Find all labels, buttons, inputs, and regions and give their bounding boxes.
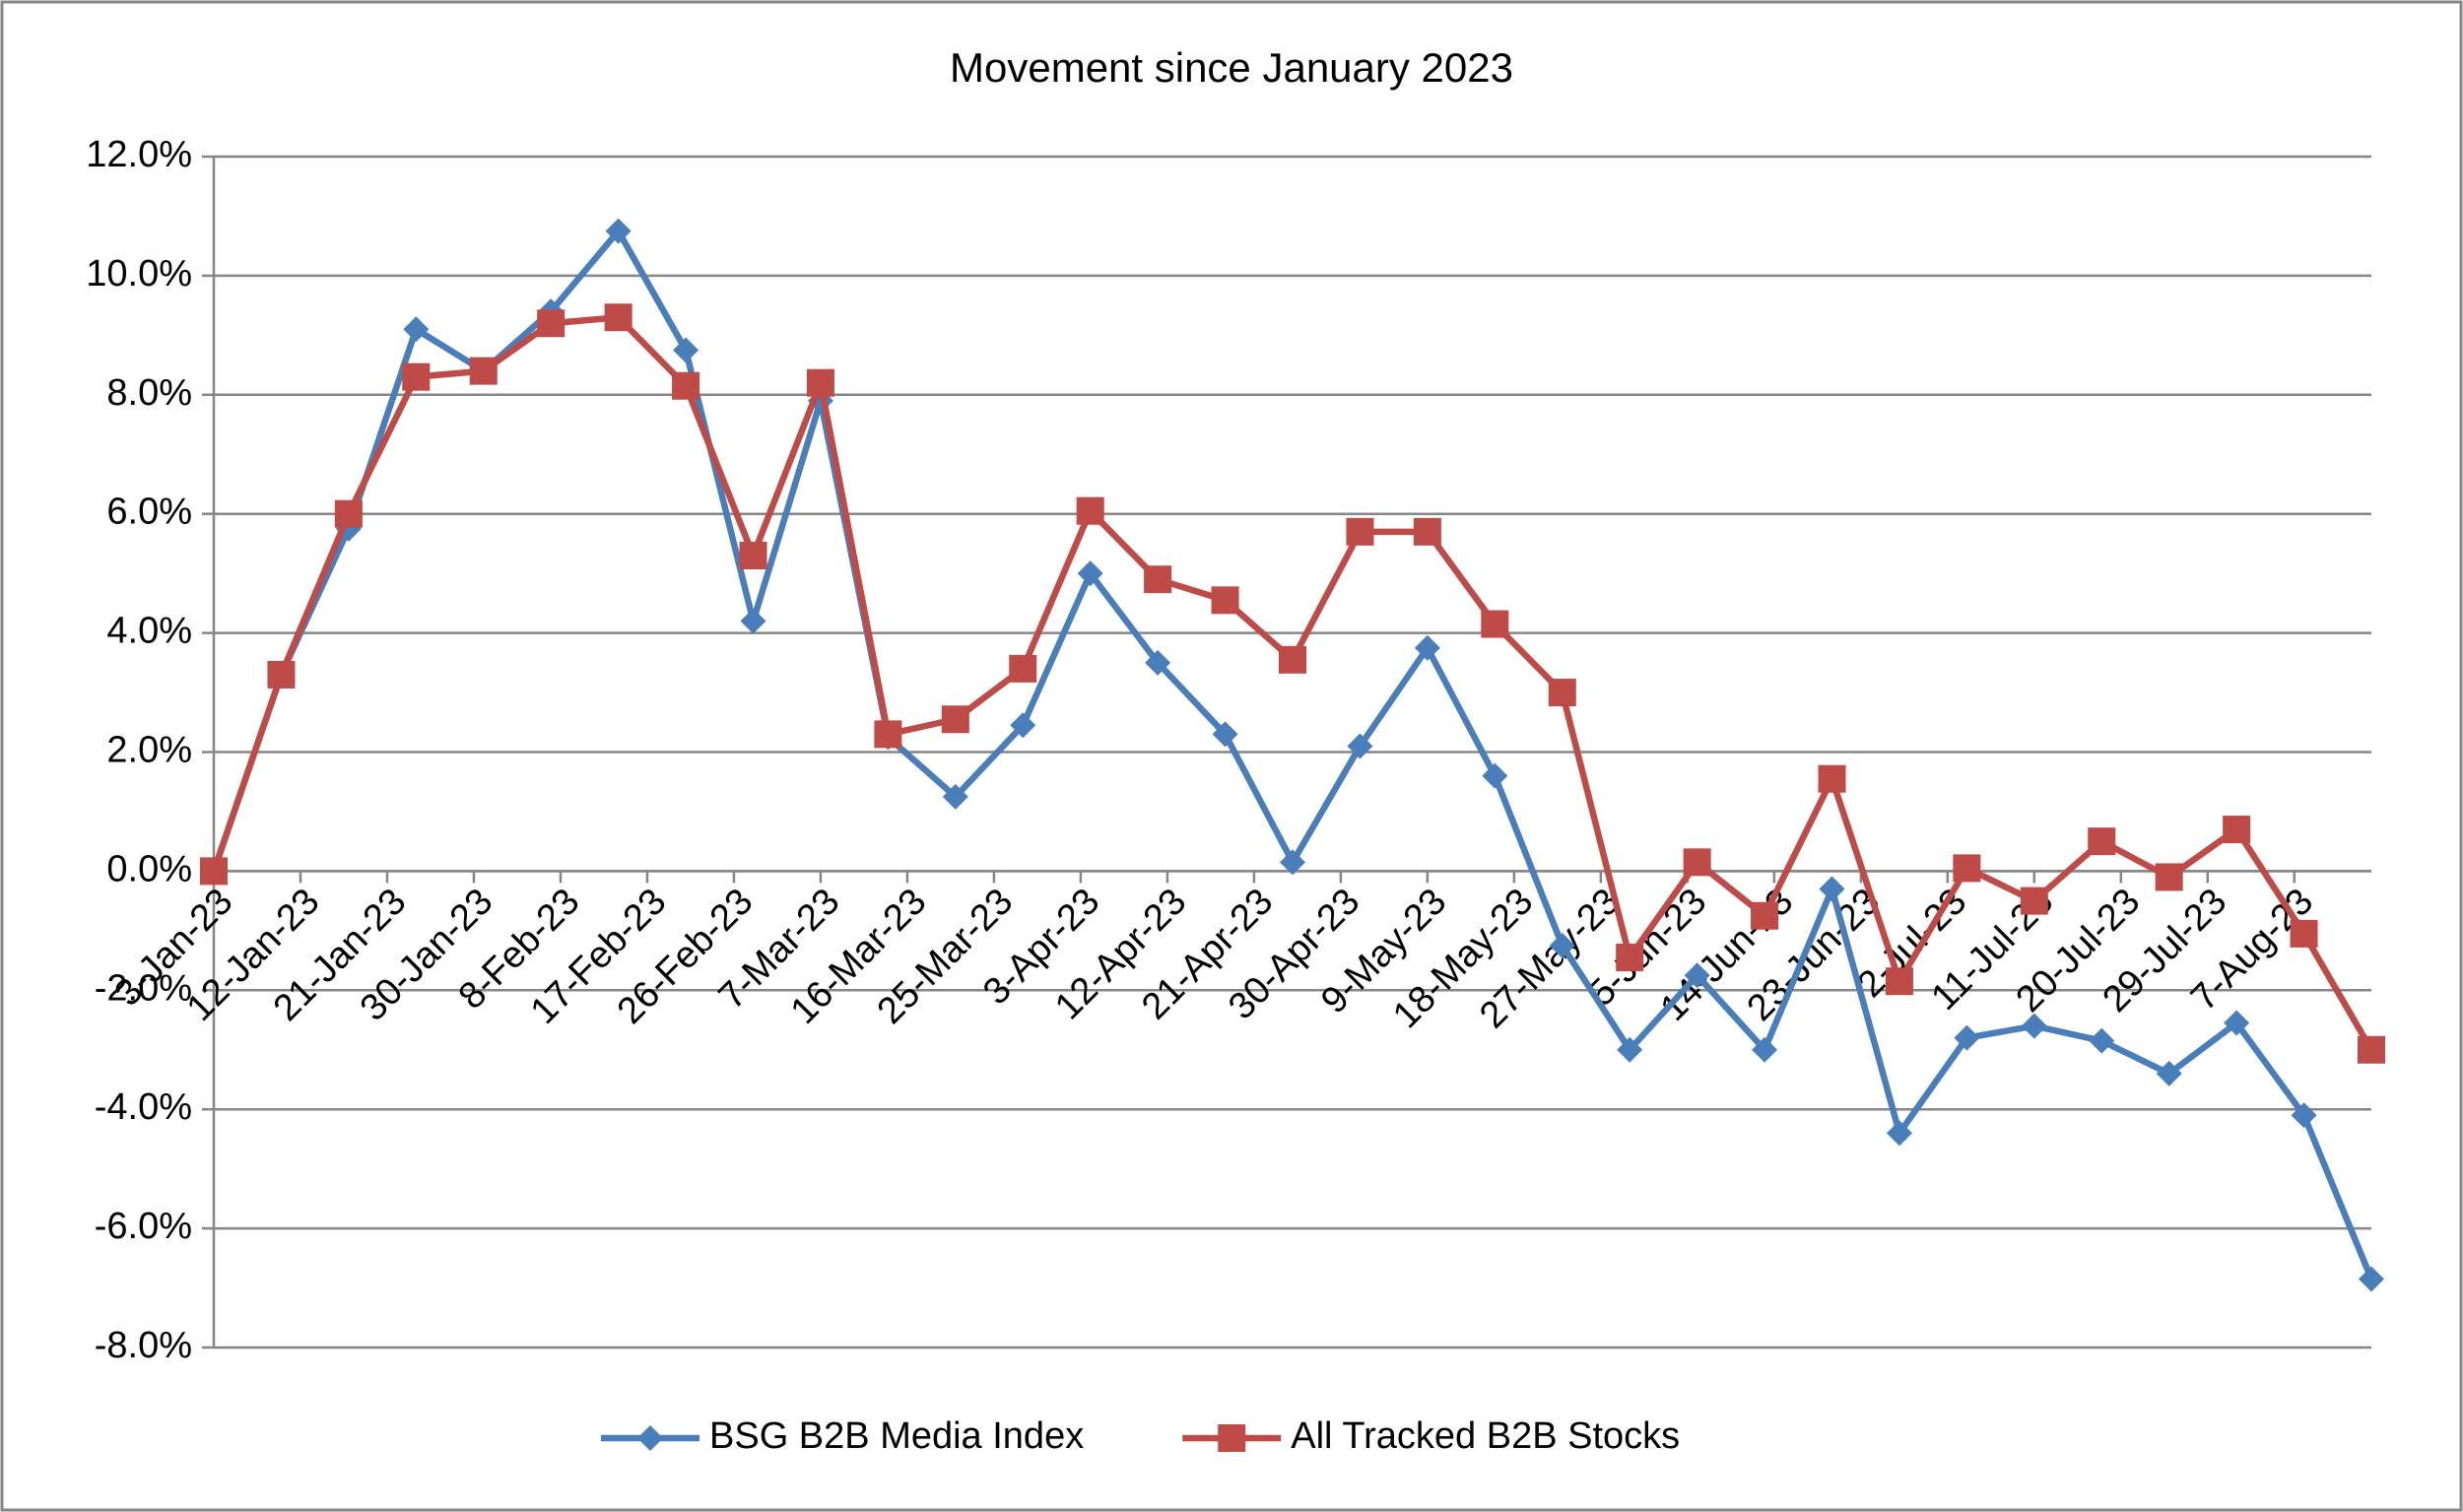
- legend-label: All Tracked B2B Stocks: [1291, 1415, 1680, 1457]
- marker: [941, 705, 969, 734]
- marker: [1009, 654, 1037, 683]
- marker: [2359, 1266, 2384, 1292]
- marker: [334, 499, 363, 528]
- marker: [740, 608, 766, 634]
- marker: [2089, 1027, 2115, 1054]
- marker: [806, 368, 834, 397]
- marker: [402, 362, 431, 391]
- marker: [1347, 733, 1373, 759]
- marker: [1684, 962, 1710, 989]
- marker: [1751, 901, 1779, 930]
- marker: [1145, 649, 1171, 676]
- marker: [2291, 1102, 2317, 1129]
- marker: [1144, 565, 1172, 594]
- marker: [2088, 827, 2116, 856]
- y-tick-label: -2.0%: [95, 967, 192, 1009]
- y-tick-label: -4.0%: [95, 1086, 192, 1128]
- marker: [267, 660, 296, 689]
- marker: [1077, 560, 1103, 587]
- y-tick-label: 4.0%: [106, 611, 192, 652]
- marker: [2290, 919, 2318, 948]
- marker: [1954, 1024, 1980, 1051]
- y-tick-label: 0.0%: [106, 848, 192, 889]
- marker: [2358, 1035, 2385, 1064]
- legend-label: BSG B2B Media Index: [709, 1415, 1084, 1457]
- marker: [1548, 679, 1576, 707]
- y-tick-label: -8.0%: [95, 1325, 192, 1366]
- marker: [1414, 634, 1440, 661]
- marker: [604, 303, 632, 332]
- marker: [1819, 876, 1845, 902]
- marker: [403, 316, 430, 343]
- legend-marker: [637, 1425, 663, 1451]
- marker: [1481, 610, 1509, 638]
- y-tick-label: 2.0%: [106, 730, 192, 771]
- marker: [942, 783, 968, 810]
- marker: [605, 218, 632, 244]
- marker: [673, 337, 699, 363]
- marker: [1818, 764, 1846, 793]
- marker: [1482, 762, 1508, 789]
- marker: [739, 542, 767, 570]
- marker: [1346, 517, 1374, 546]
- marker: [2021, 1013, 2047, 1039]
- marker: [1076, 496, 1104, 525]
- marker: [537, 309, 566, 338]
- marker: [2156, 1060, 2182, 1086]
- marker: [1413, 517, 1441, 546]
- marker: [1280, 849, 1305, 876]
- legend-marker: [1218, 1424, 1246, 1452]
- y-tick-label: -6.0%: [95, 1206, 192, 1247]
- marker: [1211, 586, 1239, 615]
- marker: [1212, 721, 1238, 748]
- marker: [1886, 1120, 1912, 1147]
- marker: [2155, 863, 2183, 891]
- marker: [1616, 944, 1644, 972]
- marker: [469, 357, 498, 385]
- marker: [200, 857, 228, 886]
- y-tick-label: 6.0%: [106, 492, 192, 533]
- marker: [1279, 645, 1306, 674]
- marker: [2224, 1010, 2250, 1036]
- marker: [1549, 932, 1575, 958]
- marker: [672, 371, 700, 400]
- chart-title: Movement since January 2023: [950, 44, 1513, 91]
- y-tick-label: 10.0%: [86, 253, 192, 295]
- marker: [1885, 967, 1913, 996]
- marker: [2020, 887, 2048, 915]
- marker: [1617, 1036, 1643, 1063]
- marker: [2223, 816, 2251, 844]
- y-tick-label: 8.0%: [106, 372, 192, 414]
- marker: [874, 720, 902, 749]
- marker: [1010, 712, 1036, 739]
- marker: [1752, 1036, 1778, 1063]
- marker: [1683, 848, 1711, 877]
- y-tick-label: 12.0%: [86, 134, 192, 175]
- marker: [1953, 854, 1981, 883]
